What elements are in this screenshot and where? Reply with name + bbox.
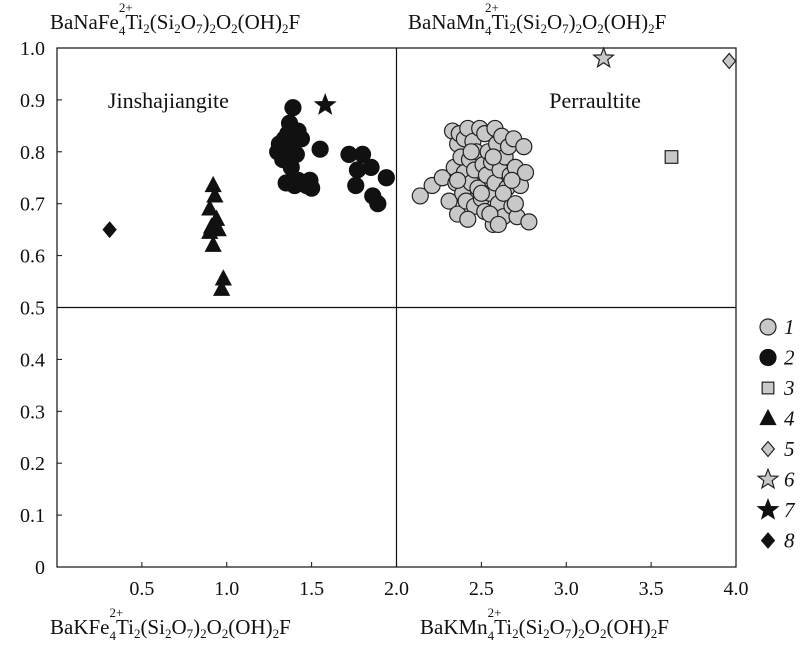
y-tick-label: 0.4 bbox=[20, 349, 45, 371]
series-1 bbox=[411, 119, 538, 234]
legend-label: 8 bbox=[784, 529, 795, 553]
region-label: Perraultite bbox=[549, 88, 641, 113]
data-point bbox=[462, 143, 480, 161]
y-tick-label: 0.8 bbox=[20, 142, 45, 164]
y-tick-label: 0.3 bbox=[20, 401, 45, 423]
data-point bbox=[520, 213, 538, 231]
plot-frame bbox=[56, 47, 737, 568]
y-tick-label: 0.6 bbox=[20, 246, 45, 268]
x-tick-label: 2.5 bbox=[469, 578, 494, 600]
data-point bbox=[287, 145, 305, 163]
x-tick-label: 4.0 bbox=[724, 578, 749, 600]
legend-marker bbox=[756, 467, 780, 490]
x-tick-label: 1.5 bbox=[299, 578, 324, 600]
data-point bbox=[489, 215, 507, 234]
legend-label: 1 bbox=[784, 315, 795, 339]
series-2 bbox=[269, 99, 395, 213]
data-point bbox=[459, 210, 477, 228]
data-point bbox=[102, 221, 117, 239]
data-point bbox=[206, 186, 224, 203]
series-3 bbox=[664, 150, 679, 164]
data-point bbox=[516, 163, 535, 182]
x-axis: 0.5 1.0 1.5 2.0 2.5 3.0 3.5 4.0 bbox=[129, 562, 749, 600]
formula-top-right: BaNaMn 2+ 4Ti2(Si2O7)2O2(OH)2F bbox=[408, 0, 667, 38]
data-point bbox=[353, 145, 372, 163]
series-7 bbox=[313, 93, 337, 115]
data-point bbox=[515, 138, 533, 156]
formula-bottom-right: BaKMn 2+ 4Ti2(Si2O7)2O2(OH)2F bbox=[420, 605, 669, 643]
data-point bbox=[503, 171, 521, 189]
data-point bbox=[289, 122, 307, 140]
legend-label: 4 bbox=[784, 407, 795, 431]
data-point bbox=[347, 176, 365, 195]
x-tick-label: 3.0 bbox=[554, 578, 579, 600]
legend-marker bbox=[756, 497, 780, 520]
y-tick-label: 0.2 bbox=[20, 453, 45, 475]
data-point bbox=[362, 158, 380, 176]
legend-label: 3 bbox=[783, 376, 795, 400]
legend-marker bbox=[759, 318, 777, 336]
series-6 bbox=[592, 46, 616, 69]
data-point bbox=[377, 169, 395, 187]
region-label: Jinshajiangite bbox=[108, 88, 229, 113]
x-tick-label: 1.0 bbox=[214, 578, 239, 600]
data-point bbox=[472, 184, 490, 202]
series-5 bbox=[722, 52, 737, 70]
data-point bbox=[369, 195, 387, 213]
series-4 bbox=[201, 175, 232, 296]
data-point bbox=[277, 135, 295, 153]
x-tick-label: 0.5 bbox=[129, 578, 154, 600]
data-point bbox=[411, 187, 429, 205]
data-point bbox=[204, 235, 222, 252]
x-tick-label: 3.5 bbox=[639, 578, 664, 600]
data-point bbox=[303, 179, 321, 197]
legend: 1 2 3 4 5 6 7 8 bbox=[756, 315, 796, 553]
legend-label: 7 bbox=[784, 498, 796, 522]
y-axis: 0 0.1 0.2 0.3 0.4 0.5 0.6 0.7 0.8 0.9 1.0 bbox=[20, 38, 62, 579]
data-point bbox=[494, 184, 513, 202]
x-tick-label: 2.0 bbox=[384, 578, 409, 600]
legend-marker bbox=[759, 408, 777, 426]
formula-bottom-left: BaKFe 2+ 4Ti2(Si2O7)2O2(OH)2F bbox=[50, 605, 291, 643]
y-tick-label: 0.7 bbox=[20, 194, 45, 216]
y-tick-label: 0.1 bbox=[20, 505, 45, 527]
data-point bbox=[592, 46, 616, 69]
series-8 bbox=[102, 221, 117, 239]
data-point bbox=[201, 222, 219, 239]
data-point bbox=[313, 93, 337, 115]
data-point bbox=[204, 175, 222, 193]
data-point bbox=[484, 148, 502, 166]
legend-marker bbox=[759, 348, 777, 367]
formula-top-left: BaNaFe 2+ 4Ti2(Si2O7)2O2(OH)2F bbox=[50, 0, 301, 38]
legend-label: 5 bbox=[784, 437, 795, 461]
legend-label: 2 bbox=[784, 346, 795, 370]
data-point bbox=[311, 140, 329, 158]
y-tick-label: 0 bbox=[35, 557, 45, 579]
y-tick-label: 0.5 bbox=[20, 298, 45, 320]
legend-label: 6 bbox=[784, 468, 795, 492]
legend-marker bbox=[761, 381, 775, 395]
data-point bbox=[201, 199, 219, 216]
legend-marker bbox=[760, 440, 776, 458]
data-points bbox=[102, 46, 737, 296]
data-point bbox=[214, 269, 232, 286]
data-point bbox=[284, 99, 302, 117]
data-point bbox=[664, 150, 679, 164]
data-point bbox=[449, 171, 467, 189]
data-point bbox=[722, 52, 737, 70]
data-point bbox=[213, 279, 231, 296]
legend-marker bbox=[760, 532, 776, 549]
region-labels: Jinshajiangite Perraultite bbox=[108, 88, 641, 113]
data-point bbox=[440, 192, 458, 210]
data-point bbox=[506, 195, 524, 213]
y-tick-label: 0.9 bbox=[20, 90, 45, 112]
y-tick-label: 1.0 bbox=[20, 38, 45, 60]
